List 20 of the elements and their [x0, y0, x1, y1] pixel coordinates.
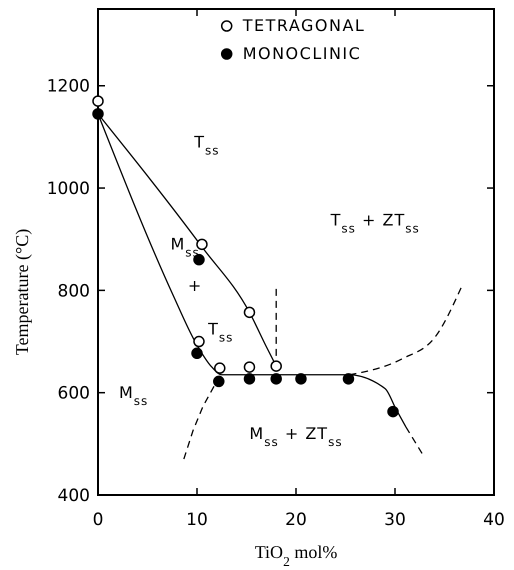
x-tick-label: 30	[384, 510, 406, 530]
y-tick-label: 400	[58, 486, 90, 506]
y-axis-title: Temperature (°C)	[12, 228, 32, 356]
y-tick-label: 1200	[46, 76, 90, 97]
x-tick-label: 10	[186, 510, 208, 530]
x-tick-label: 40	[483, 510, 505, 530]
legend-label: MONOCLINIC	[242, 44, 362, 63]
annotation: M$_{ss}$	[118, 382, 148, 408]
annotation: T$_{ss}$ + ZT$_{ss}$	[330, 210, 420, 236]
annotation: T$_{ss}$	[193, 132, 220, 158]
x-axis-title: TiO$_{2}$ mol%	[254, 542, 338, 568]
legend-label: TETRAGONAL	[242, 16, 366, 35]
y-tick-label: 1000	[46, 179, 90, 200]
annotation: T$_{ss}$	[207, 320, 234, 345]
x-tick-label: 0	[92, 510, 104, 530]
y-tick-label: 600	[58, 384, 90, 404]
x-tick-label: 20	[285, 510, 307, 530]
y-tick-label: 800	[58, 281, 90, 302]
annotation: M$_{ss}$ + ZT$_{ss}$	[249, 424, 343, 450]
annotation: +	[188, 276, 202, 295]
